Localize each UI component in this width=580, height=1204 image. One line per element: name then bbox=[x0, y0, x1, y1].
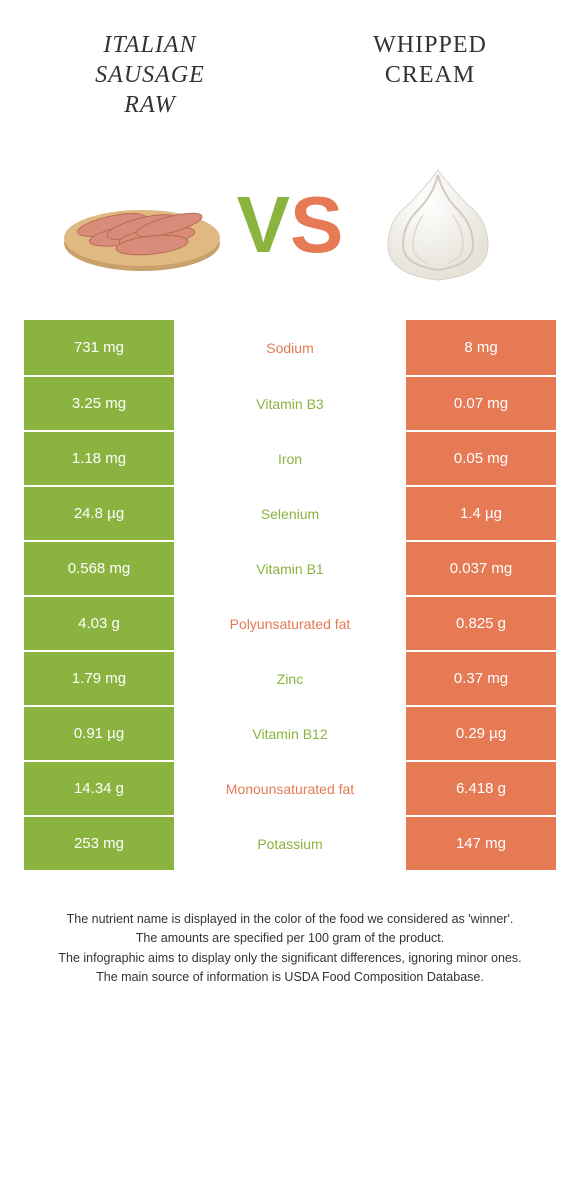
footer-line2: The amounts are specified per 100 gram o… bbox=[36, 929, 544, 948]
value-right: 147 mg bbox=[406, 817, 556, 870]
table-row: 731 mgSodium8 mg bbox=[24, 320, 556, 375]
footer-line3: The infographic aims to display only the… bbox=[36, 949, 544, 968]
title-left-line3: RAW bbox=[50, 90, 250, 120]
value-right: 0.037 mg bbox=[406, 542, 556, 595]
value-right: 6.418 g bbox=[406, 762, 556, 815]
table-row: 253 mgPotassium147 mg bbox=[24, 815, 556, 870]
value-left: 1.79 mg bbox=[24, 652, 174, 705]
footer-line1: The nutrient name is displayed in the co… bbox=[36, 910, 544, 929]
comparison-table: 731 mgSodium8 mg3.25 mgVitamin B30.07 mg… bbox=[0, 320, 580, 870]
nutrient-label: Potassium bbox=[174, 817, 406, 870]
value-left: 0.568 mg bbox=[24, 542, 174, 595]
title-right: WHIPPED CREAM bbox=[330, 30, 530, 120]
header: ITALIAN SAUSAGE RAW WHIPPED CREAM bbox=[0, 0, 580, 140]
value-right: 0.37 mg bbox=[406, 652, 556, 705]
table-row: 24.8 µgSelenium1.4 µg bbox=[24, 485, 556, 540]
nutrient-label: Polyunsaturated fat bbox=[174, 597, 406, 650]
table-row: 1.79 mgZinc0.37 mg bbox=[24, 650, 556, 705]
nutrient-label: Monounsaturated fat bbox=[174, 762, 406, 815]
sausage-image bbox=[57, 160, 227, 290]
infographic-container: ITALIAN SAUSAGE RAW WHIPPED CREAM bbox=[0, 0, 580, 1204]
title-left-line2: SAUSAGE bbox=[50, 60, 250, 90]
value-right: 0.29 µg bbox=[406, 707, 556, 760]
value-left: 1.18 mg bbox=[24, 432, 174, 485]
value-left: 0.91 µg bbox=[24, 707, 174, 760]
value-left: 3.25 mg bbox=[24, 377, 174, 430]
vs-v: V bbox=[237, 185, 290, 265]
nutrient-label: Vitamin B1 bbox=[174, 542, 406, 595]
nutrient-label: Sodium bbox=[174, 320, 406, 375]
table-row: 3.25 mgVitamin B30.07 mg bbox=[24, 375, 556, 430]
nutrient-label: Vitamin B12 bbox=[174, 707, 406, 760]
value-left: 4.03 g bbox=[24, 597, 174, 650]
value-right: 1.4 µg bbox=[406, 487, 556, 540]
value-left: 253 mg bbox=[24, 817, 174, 870]
vs-row: VS bbox=[0, 140, 580, 320]
footer-line4: The main source of information is USDA F… bbox=[36, 968, 544, 987]
title-left-line1: ITALIAN bbox=[50, 30, 250, 60]
nutrient-label: Selenium bbox=[174, 487, 406, 540]
table-row: 0.568 mgVitamin B10.037 mg bbox=[24, 540, 556, 595]
footer-notes: The nutrient name is displayed in the co… bbox=[0, 870, 580, 1008]
nutrient-label: Iron bbox=[174, 432, 406, 485]
table-row: 0.91 µgVitamin B120.29 µg bbox=[24, 705, 556, 760]
value-right: 0.07 mg bbox=[406, 377, 556, 430]
title-right-line2: CREAM bbox=[330, 60, 530, 90]
table-row: 14.34 gMonounsaturated fat6.418 g bbox=[24, 760, 556, 815]
title-right-line1: WHIPPED bbox=[330, 30, 530, 60]
nutrient-label: Zinc bbox=[174, 652, 406, 705]
value-left: 24.8 µg bbox=[24, 487, 174, 540]
table-row: 1.18 mgIron0.05 mg bbox=[24, 430, 556, 485]
table-row: 4.03 gPolyunsaturated fat0.825 g bbox=[24, 595, 556, 650]
vs-s: S bbox=[290, 185, 343, 265]
value-right: 0.825 g bbox=[406, 597, 556, 650]
vs-label: VS bbox=[237, 185, 344, 265]
value-left: 14.34 g bbox=[24, 762, 174, 815]
value-right: 8 mg bbox=[406, 320, 556, 375]
value-right: 0.05 mg bbox=[406, 432, 556, 485]
value-left: 731 mg bbox=[24, 320, 174, 375]
cream-image bbox=[353, 160, 523, 290]
title-left: ITALIAN SAUSAGE RAW bbox=[50, 30, 250, 120]
nutrient-label: Vitamin B3 bbox=[174, 377, 406, 430]
